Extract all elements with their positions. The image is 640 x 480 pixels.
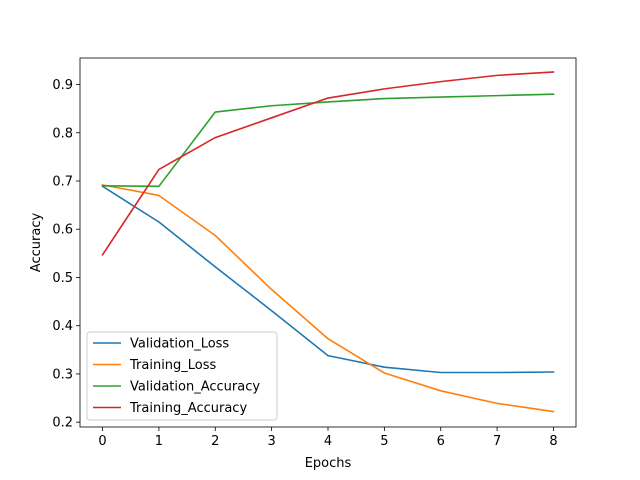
y-tick-label: 0.8: [52, 126, 73, 141]
y-tick-label: 0.3: [52, 367, 73, 382]
y-tick-label: 0.5: [52, 271, 73, 286]
x-axis: 0 1 2 3 4 5 6 7 8: [98, 427, 558, 449]
legend-label: Training_Loss: [129, 358, 217, 373]
x-tick-label: 4: [324, 434, 332, 449]
series-line-training-accuracy: [101, 71, 555, 256]
legend: Validation_Loss Training_Loss Validation_A…: [86, 331, 278, 421]
x-tick-label: 2: [211, 434, 219, 449]
x-tick-label: 8: [549, 434, 557, 449]
series-line-validation-accuracy: [101, 93, 555, 188]
y-tick-label: 0.9: [52, 78, 73, 93]
y-tick-label: 0.6: [52, 223, 73, 238]
series-line-training-loss: [101, 183, 555, 413]
x-tick-label: 3: [267, 434, 275, 449]
x-tick-label: 1: [155, 434, 163, 449]
y-axis: 0.2 0.3 0.4 0.5 0.6 0.7 0.8 0.9: [52, 78, 80, 431]
y-tick-label: 0.4: [52, 319, 73, 334]
x-tick-label: 7: [493, 434, 501, 449]
x-axis-title: Epochs: [305, 456, 352, 471]
legend-label: Training_Accuracy: [129, 401, 247, 416]
series-layer: [101, 71, 555, 413]
x-tick-label: 6: [437, 434, 445, 449]
x-tick-label: 0: [98, 434, 106, 449]
y-tick-label: 0.7: [52, 175, 73, 190]
y-tick-label: 0.2: [52, 416, 73, 431]
legend-box: [86, 331, 278, 421]
legend-label: Validation_Loss: [130, 337, 229, 352]
series-line-validation-loss: [101, 185, 555, 374]
legend-label: Validation_Accuracy: [130, 380, 260, 395]
x-tick-label: 5: [380, 434, 388, 449]
y-axis-title: Accuracy: [29, 213, 44, 273]
